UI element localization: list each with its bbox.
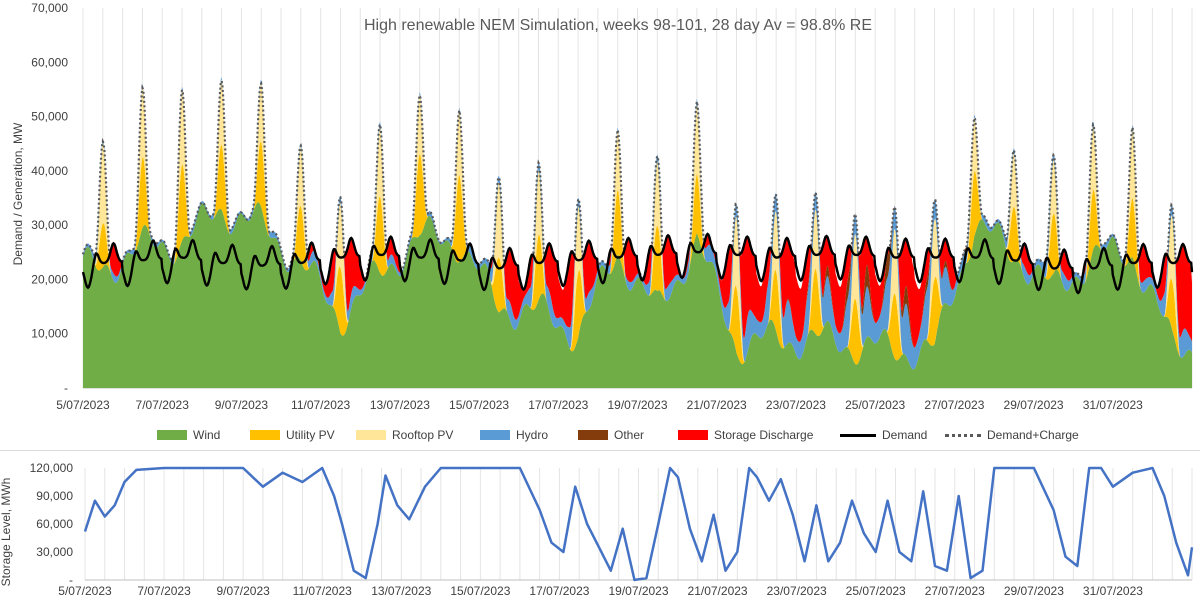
legend-item: Demand+Charge — [945, 428, 1079, 442]
y-tick-label: 30,000 — [31, 218, 68, 232]
x-tick-label: 9/07/2023 — [215, 398, 269, 412]
x-tick-label: 5/07/2023 — [58, 584, 112, 598]
chart-divider — [0, 450, 1200, 451]
main-y-axis: - 10,000 20,000 30,000 40,000 50,000 60,000 70,… — [31, 1, 68, 395]
area-rooftop-pv — [83, 79, 1192, 370]
x-tick-label: 13/07/2023 — [370, 398, 430, 412]
area-storage-discharge — [83, 77, 1192, 348]
storage-line-group — [83, 466, 1194, 582]
x-tick-label: 7/07/2023 — [137, 584, 191, 598]
legend-item: Rooftop PV — [356, 428, 453, 442]
legend-swatch — [945, 433, 981, 437]
legend-label: Hydro — [516, 428, 549, 442]
y-tick-label: 40,000 — [31, 164, 68, 178]
storage-y-label: Storage Level, MWh — [0, 478, 13, 587]
legend-label: Other — [614, 428, 645, 442]
x-tick-label: 5/07/2023 — [56, 398, 110, 412]
y-tick-label: - — [69, 573, 73, 587]
y-tick-label: 30,000 — [36, 545, 73, 559]
legend-item: Other — [578, 428, 644, 442]
storage-chart: - 30,000 60,000 90,000 120,000 5/07/2023 7/07… — [0, 461, 1194, 598]
legend-label: Demand — [882, 428, 928, 442]
legend-label: Utility PV — [286, 428, 335, 442]
x-tick-label: 15/07/2023 — [449, 398, 509, 412]
main-areas — [83, 77, 1192, 388]
x-tick-label: 25/07/2023 — [846, 584, 906, 598]
x-tick-label: 27/07/2023 — [924, 398, 984, 412]
legend-swatch — [356, 430, 386, 440]
legend-item: Utility PV — [250, 428, 335, 442]
demand-line — [81, 232, 1194, 295]
main-y-label: Demand / Generation, MW — [11, 122, 25, 265]
storage-y-axis: - 30,000 60,000 90,000 120,000 — [30, 461, 74, 587]
x-tick-label: 27/07/2023 — [925, 584, 985, 598]
y-tick-label: - — [64, 381, 68, 395]
x-tick-label: 23/07/2023 — [766, 398, 826, 412]
x-tick-label: 19/07/2023 — [608, 584, 668, 598]
legend-swatch — [678, 430, 708, 440]
legend-swatch — [250, 430, 280, 440]
legend-swatch — [840, 433, 876, 437]
x-tick-label: 9/07/2023 — [216, 584, 270, 598]
x-tick-label: 17/07/2023 — [529, 584, 589, 598]
chart-title: High renewable NEM Simulation, weeks 98-… — [364, 17, 872, 34]
x-tick-label: 29/07/2023 — [1004, 584, 1064, 598]
x-tick-label: 17/07/2023 — [528, 398, 588, 412]
legend-label: Storage Discharge — [714, 428, 814, 442]
y-tick-label: 50,000 — [31, 110, 68, 124]
x-tick-label: 31/07/2023 — [1083, 584, 1143, 598]
legend-swatch — [480, 430, 510, 440]
x-tick-label: 29/07/2023 — [1004, 398, 1064, 412]
legend-label: Rooftop PV — [392, 428, 454, 442]
x-tick-label: 23/07/2023 — [767, 584, 827, 598]
x-tick-label: 7/07/2023 — [136, 398, 190, 412]
y-tick-label: 20,000 — [31, 272, 68, 286]
legend-label: Demand+Charge — [987, 428, 1079, 442]
x-tick-label: 11/07/2023 — [293, 584, 352, 598]
x-tick-label: 11/07/2023 — [291, 398, 350, 412]
x-tick-label: 25/07/2023 — [845, 398, 905, 412]
x-tick-label: 13/07/2023 — [371, 584, 431, 598]
main-lines — [81, 76, 1194, 295]
y-tick-label: 10,000 — [31, 327, 68, 341]
legend-item: Storage Discharge — [678, 428, 813, 442]
y-tick-label: 60,000 — [31, 55, 68, 69]
y-tick-label: 90,000 — [36, 489, 73, 503]
legend-item: Wind — [157, 428, 220, 442]
generation-chart: - 10,000 20,000 30,000 40,000 50,000 60,000 70,… — [11, 1, 1194, 412]
x-tick-label: 19/07/2023 — [607, 398, 667, 412]
legend-swatch — [157, 430, 187, 440]
x-tick-label: 21/07/2023 — [688, 584, 748, 598]
x-tick-label: 31/07/2023 — [1083, 398, 1143, 412]
y-tick-label: 60,000 — [36, 517, 73, 531]
y-tick-label: 120,000 — [30, 461, 74, 475]
storage-level-line — [83, 466, 1194, 582]
storage-x-axis: 5/07/2023 7/07/2023 9/07/2023 11/07/2023 13/… — [58, 584, 1143, 598]
area-wind — [83, 202, 1192, 388]
main-x-axis: 5/07/2023 7/07/2023 9/07/2023 11/07/2023 13/… — [56, 398, 1143, 412]
legend-label: Wind — [193, 428, 221, 442]
legend-item: Demand — [840, 428, 927, 442]
x-tick-label: 15/07/2023 — [450, 584, 510, 598]
area-utility-pv — [83, 141, 1192, 370]
x-tick-label: 21/07/2023 — [687, 398, 747, 412]
legend-swatch — [578, 430, 608, 440]
legend: Wind Utility PV Rooftop PV Hydro Other Storag… — [0, 428, 1200, 446]
y-tick-label: 70,000 — [31, 1, 68, 15]
legend-item: Hydro — [480, 428, 548, 442]
storage-grid — [84, 468, 1193, 581]
